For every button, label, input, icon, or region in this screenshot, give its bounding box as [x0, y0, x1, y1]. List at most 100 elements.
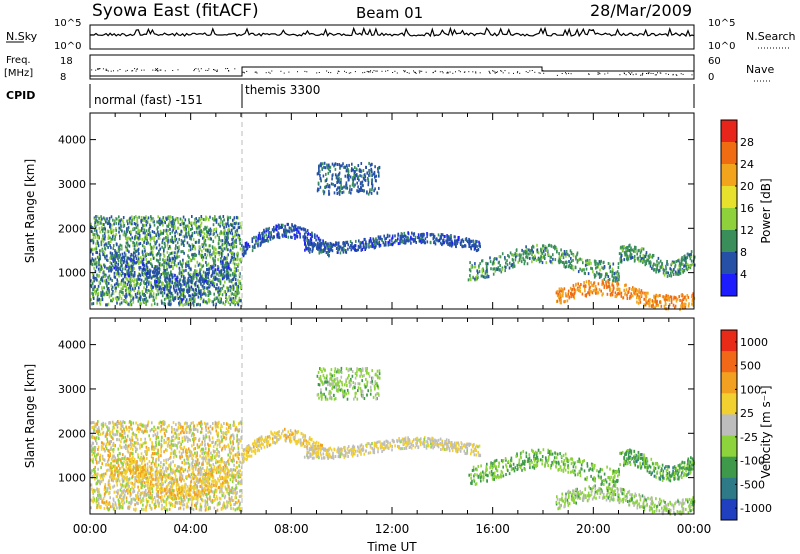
echo-cell [560, 293, 562, 297]
echo-cell [92, 241, 95, 245]
echo-cell [657, 303, 660, 307]
echo-cell [146, 232, 149, 236]
echo-cell [599, 274, 601, 278]
echo-cell [120, 297, 123, 301]
echo-cell [670, 298, 673, 302]
nave-point [254, 71, 256, 73]
echo-cell [238, 273, 241, 277]
echo-cell [107, 468, 109, 472]
echo-cell [617, 287, 619, 291]
echo-cell [342, 190, 345, 194]
nave-point [268, 71, 270, 73]
echo-cell [220, 300, 222, 304]
echo-cell [470, 265, 473, 268]
echo-cell [582, 261, 584, 265]
echo-cell [123, 299, 125, 303]
echo-cell [190, 237, 192, 241]
echo-cell [278, 226, 280, 230]
echo-cell [182, 297, 185, 301]
echo-cell [594, 284, 597, 288]
echo-cell [212, 281, 215, 285]
echo-cell [469, 269, 472, 273]
echo-cell [163, 261, 166, 265]
nave-point [338, 71, 340, 72]
echo-cell [150, 303, 153, 307]
nave-point [243, 71, 245, 73]
echo-cell [133, 227, 136, 231]
echo-cell [166, 256, 169, 259]
echo-cell [196, 446, 199, 450]
echo-cell [204, 271, 207, 275]
echo-cell [283, 232, 285, 236]
echo-cell [672, 273, 675, 276]
echo-cell [221, 223, 224, 227]
echo-cell [537, 257, 540, 261]
echo-cell [257, 234, 260, 238]
echo-cell [204, 218, 206, 222]
echo-cell [531, 248, 533, 252]
echo-cell [277, 235, 280, 239]
echo-cell [172, 434, 175, 438]
echo-cell [349, 245, 351, 249]
echo-cell [122, 222, 125, 225]
echo-cell [370, 178, 373, 182]
echo-cell [219, 215, 221, 219]
echo-cell [200, 275, 203, 279]
echo-cell [105, 282, 108, 286]
echo-cell [469, 274, 471, 278]
echo-cell [536, 243, 538, 247]
y-tick-label: 3000 [58, 178, 86, 191]
echo-cell [316, 247, 318, 250]
echo-cell [323, 161, 326, 165]
echo-cell [433, 241, 435, 245]
echo-cell [588, 288, 590, 292]
echo-cell [226, 257, 228, 261]
echo-cell [518, 253, 520, 257]
echo-cell [171, 239, 174, 243]
nave-point [472, 71, 474, 73]
echo-cell [526, 256, 529, 260]
echo-cell [225, 244, 228, 247]
echo-cell [90, 250, 92, 254]
echo-cell [294, 224, 296, 228]
echo-cell [94, 269, 97, 273]
echo-cell [220, 247, 223, 251]
echo-cell [195, 240, 198, 244]
echo-cell [572, 284, 575, 288]
echo-cell [187, 260, 190, 264]
echo-cell [644, 303, 647, 307]
echo-cell [235, 245, 238, 249]
echo-cell [218, 273, 221, 277]
echo-cell [238, 296, 241, 300]
echo-cell [268, 226, 270, 230]
echo-cell [324, 245, 326, 249]
nave-point [568, 72, 570, 74]
echo-cell [223, 255, 226, 259]
echo-cell [312, 244, 314, 248]
echo-cell [104, 230, 107, 234]
echo-cell [200, 221, 203, 225]
echo-cell [663, 269, 665, 273]
echo-cell [265, 233, 268, 237]
echo-cell [121, 279, 123, 283]
echo-cell [378, 165, 381, 169]
echo-cell [239, 299, 242, 303]
echo-cell [90, 262, 93, 266]
echo-cell [640, 259, 642, 263]
echo-cell [124, 289, 127, 292]
echo-cell [662, 295, 664, 299]
echo-cell [169, 215, 172, 219]
echo-cell [140, 278, 143, 282]
echo-cell [285, 231, 288, 235]
echo-cell [338, 186, 341, 190]
echo-cell [373, 172, 376, 176]
echo-cell [234, 282, 236, 286]
echo-cell [92, 258, 95, 262]
echo-cell [145, 234, 148, 238]
echo-cell [204, 225, 206, 229]
echo-cell [472, 243, 475, 247]
echo-cell [203, 235, 206, 239]
echo-cell [181, 268, 184, 272]
echo-cell [679, 265, 682, 269]
echo-cell [240, 226, 243, 230]
